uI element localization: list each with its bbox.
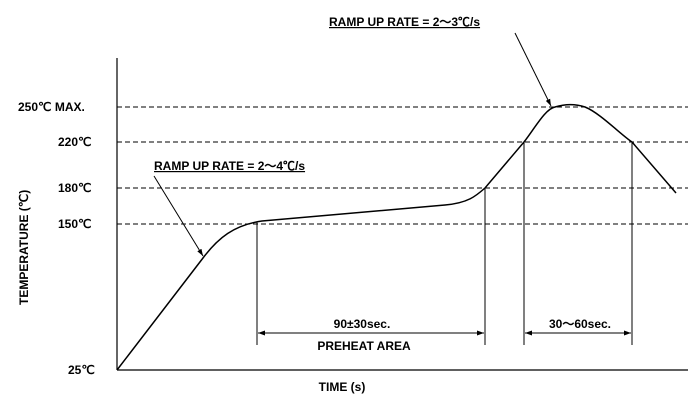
reflow-time-label: 30～60sec. [549, 317, 611, 331]
y-tick-25: 25℃ [68, 363, 95, 377]
ramp-up-peak-label: RAMP UP RATE = 2～3℃/s [329, 15, 480, 29]
ramp-up-initial-leader [153, 175, 204, 257]
y-tick-250: 250℃ MAX. [18, 100, 85, 114]
y-axis-title: TEMPERATURE (℃) [17, 190, 31, 305]
preheat-time-label: 90±30sec. [334, 317, 391, 331]
x-axis-title: TIME (s) [319, 380, 366, 394]
ramp-up-initial-label: RAMP UP RATE = 2～4℃/s [154, 159, 305, 173]
y-tick-220: 220℃ [58, 135, 92, 149]
y-tick-180: 180℃ [58, 181, 92, 195]
temperature-profile-curve [116, 104, 677, 371]
y-tick-150: 150℃ [58, 217, 92, 231]
ramp-up-peak-leader [514, 32, 552, 107]
preheat-area-label: PREHEAT AREA [317, 339, 411, 353]
